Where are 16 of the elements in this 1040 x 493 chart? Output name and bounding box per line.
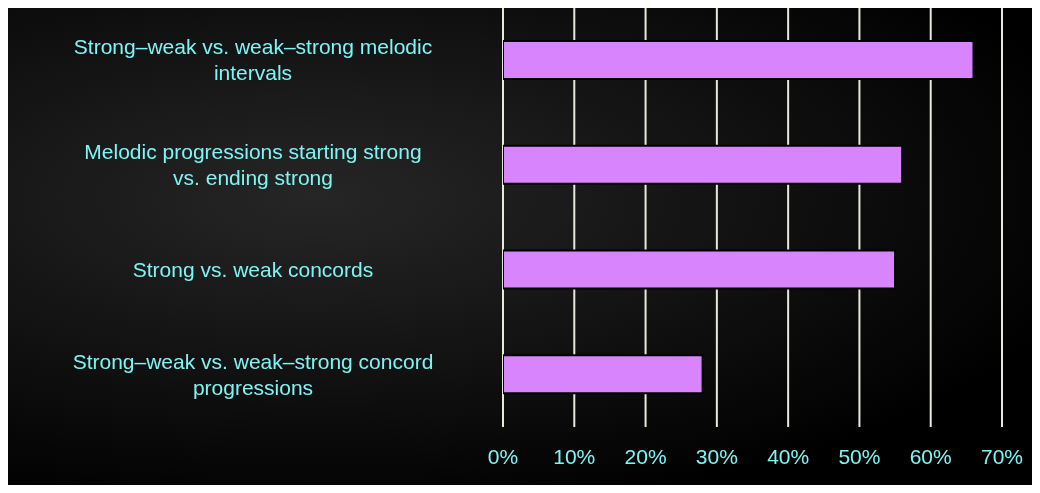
x-tick-label: 30% [695, 444, 738, 468]
x-tick-label: 20% [624, 444, 667, 468]
x-tick-label: 70% [980, 444, 1024, 468]
x-tick-label: 60% [909, 444, 952, 468]
bar [503, 144, 904, 185]
y-tick-label: Melodic progressions starting strong vs. ending strong [84, 140, 422, 190]
y-tick-label: Strong–weak vs. weak–strong concord progressions [72, 349, 434, 399]
x-tick-label: 10% [553, 444, 596, 468]
bar [503, 40, 975, 80]
x-tick-label: 0% [487, 444, 519, 468]
y-tick-label: Strong vs. weak concords [132, 257, 374, 281]
bar [503, 249, 897, 290]
bar [503, 354, 704, 395]
x-tick-label: 50% [838, 444, 881, 468]
x-tick-label: 40% [767, 444, 810, 468]
y-tick-label: Strong–weak vs. weak–strong melodic intervals [73, 35, 433, 85]
